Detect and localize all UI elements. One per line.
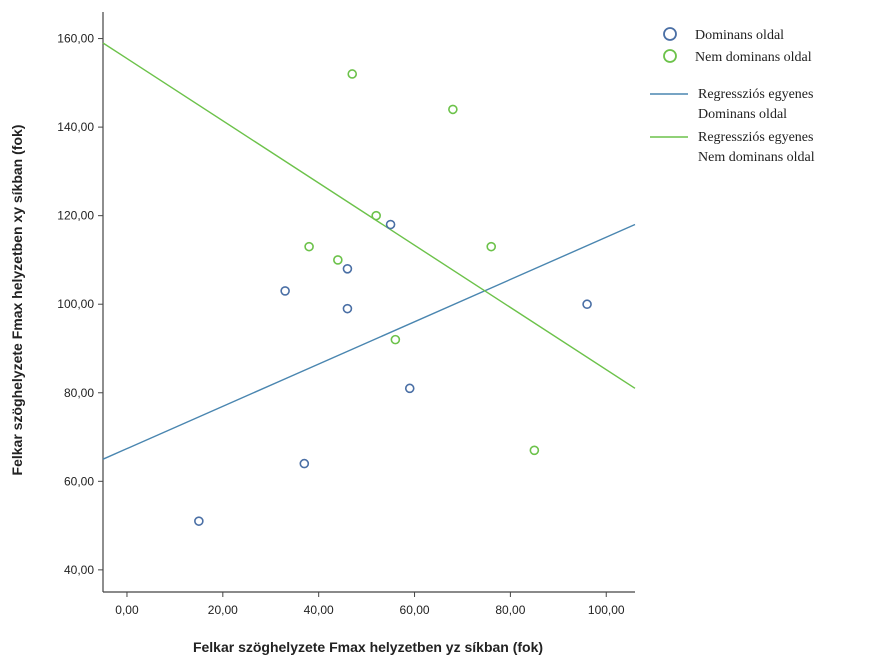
legend-marker-dominans bbox=[663, 27, 677, 41]
point-nem-dominans bbox=[347, 69, 358, 79]
x-tick-label: 100,00 bbox=[588, 603, 625, 617]
x-tick-label: 60,00 bbox=[400, 603, 430, 617]
y-tick-label: 80,00 bbox=[64, 386, 94, 400]
point-dominans bbox=[385, 219, 396, 230]
regression-line-nem-dominans bbox=[102, 42, 636, 389]
legend-marker-nem-dominans bbox=[663, 49, 677, 63]
point-dominans bbox=[280, 286, 290, 296]
legend: Dominans oldal Nem dominans oldal Regressz… bbox=[650, 27, 815, 165]
y-tick-label: 120,00 bbox=[57, 209, 94, 223]
legend-regression-label: Dominans oldal bbox=[698, 107, 787, 122]
point-nem-dominans bbox=[529, 445, 540, 456]
point-nem-dominans bbox=[371, 210, 381, 221]
legend-label-dominans: Dominans oldal bbox=[695, 28, 784, 43]
point-dominans bbox=[404, 383, 415, 394]
point-nem-dominans bbox=[486, 241, 497, 252]
point-dominans bbox=[342, 263, 353, 274]
legend-label-nem-dominans: Nem dominans oldal bbox=[695, 50, 812, 65]
point-dominans bbox=[342, 303, 353, 314]
y-tick-label: 140,00 bbox=[57, 120, 94, 134]
point-dominans bbox=[194, 516, 204, 526]
legend-regression-label: Regressziós egyenes bbox=[698, 130, 813, 145]
y-tick-label: 160,00 bbox=[57, 32, 94, 46]
x-axis-ticks: 0,00 20,00 40,00 60,00 80,00 100,00 bbox=[115, 592, 625, 617]
y-tick-label: 60,00 bbox=[64, 474, 94, 488]
point-dominans bbox=[299, 458, 310, 469]
point-nem-dominans bbox=[333, 255, 343, 265]
x-tick-label: 80,00 bbox=[495, 603, 525, 617]
plot-frame bbox=[102, 12, 635, 593]
y-tick-label: 100,00 bbox=[57, 297, 94, 311]
x-tick-label: 0,00 bbox=[115, 603, 139, 617]
y-tick-label: 40,00 bbox=[64, 563, 94, 577]
data-points bbox=[194, 69, 592, 526]
x-tick-label: 40,00 bbox=[304, 603, 334, 617]
point-dominans bbox=[582, 299, 592, 310]
point-nem-dominans bbox=[304, 241, 314, 252]
regression-lines bbox=[102, 42, 636, 460]
legend-regression-label: Regressziós egyenes bbox=[698, 87, 813, 102]
point-nem-dominans bbox=[448, 104, 458, 115]
regression-line-dominans bbox=[102, 223, 636, 460]
y-axis-title: Felkar szöghelyzete Fmax helyzetben xy s… bbox=[9, 125, 25, 476]
legend-regression-label: Nem dominans oldal bbox=[698, 150, 815, 165]
x-tick-label: 20,00 bbox=[208, 603, 238, 617]
x-axis-title: Felkar szöghelyzete Fmax helyzetben yz s… bbox=[193, 639, 543, 655]
y-axis-ticks: 40,00 60,00 80,00 100,00 120,00 140,00 160,00 bbox=[57, 32, 103, 577]
point-nem-dominans bbox=[390, 334, 401, 345]
